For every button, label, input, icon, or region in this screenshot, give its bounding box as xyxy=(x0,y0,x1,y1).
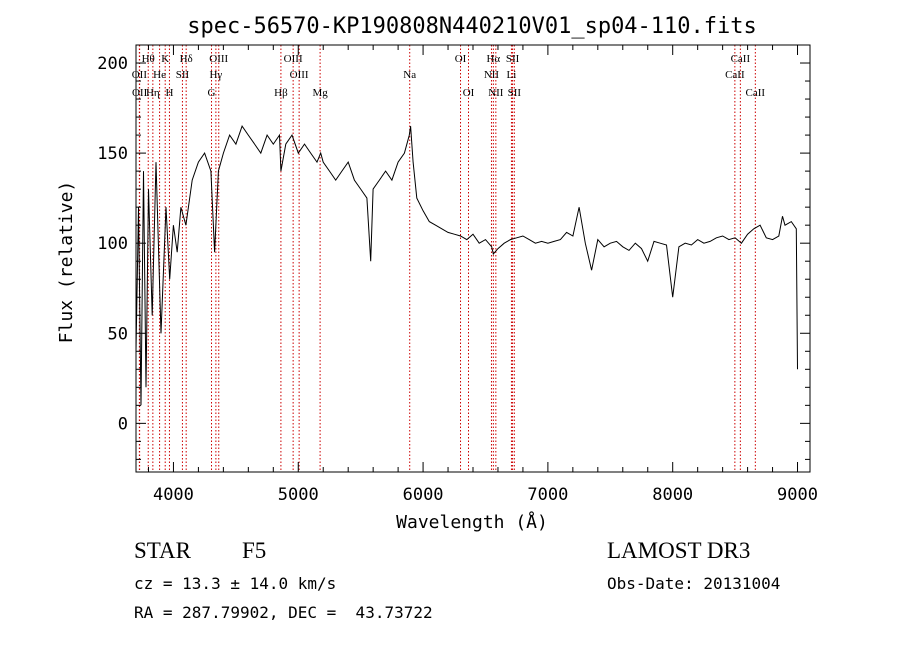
spectral-line-label: NII xyxy=(484,69,500,81)
object-class: STAR xyxy=(134,538,191,563)
y-tick-label: 150 xyxy=(97,144,128,164)
spectral-line-labels: Hθ K Hδ OIII OIII OI Hα SII CaII OII He SII Hγ OIII Na… xyxy=(132,53,766,99)
spectral-line-label: Hγ xyxy=(209,69,222,81)
spectral-line-label: Hβ xyxy=(274,87,288,99)
y-tick-label: 0 xyxy=(118,414,128,434)
spectral-line-label: OI xyxy=(463,87,475,99)
spectral-line-label: OIII xyxy=(284,53,303,65)
spectral-line-label: Hη xyxy=(146,87,160,99)
y-tick-label: 100 xyxy=(97,234,128,254)
spectral-line-label: CaII xyxy=(725,69,745,81)
spectral-line-label: SII xyxy=(508,87,522,99)
spectral-line-label: OIII xyxy=(290,69,309,81)
x-tick-label: 8000 xyxy=(652,485,693,505)
coordinates-readout: RA = 287.79902, DEC = 43.73722 xyxy=(134,603,433,622)
spectral-line-label: OI xyxy=(455,53,467,65)
survey-name: LAMOST DR3 xyxy=(607,538,751,563)
y-tick-label: 50 xyxy=(108,324,128,344)
plot-frame xyxy=(135,44,811,473)
spectral-line-label: OIII xyxy=(209,53,228,65)
axis-ticks xyxy=(136,44,810,472)
axis-tick-labels: 4000 5000 6000 7000 8000 9000 0 50 100 150 200 xyxy=(97,54,818,505)
spectral-line-label: NII xyxy=(488,87,504,99)
spectral-line-label: Hα xyxy=(486,53,500,65)
spectral-line-label: Mg xyxy=(312,87,328,99)
x-tick-label: 7000 xyxy=(527,485,568,505)
spectral-line-label: SII xyxy=(176,69,190,81)
y-axis-label: Flux (relative) xyxy=(56,181,77,344)
spectral-line-label: Hδ xyxy=(180,53,193,65)
x-axis-label: Wavelength (Å) xyxy=(396,511,548,533)
spectral-line-label: Na xyxy=(403,69,416,81)
spectrum-series-line xyxy=(135,125,798,406)
observation-date: Obs-Date: 20131004 xyxy=(607,574,781,593)
spectral-line-label: CaII xyxy=(731,53,751,65)
spectral-line-label: G xyxy=(208,87,216,99)
spectral-line-label: Hθ xyxy=(142,53,155,65)
chart-title: spec-56570-KP190808N440210V01_sp04-110.f… xyxy=(187,14,757,39)
object-subclass: F5 xyxy=(242,538,267,563)
spectral-line-markers xyxy=(138,45,756,472)
y-tick-label: 200 xyxy=(97,54,128,74)
x-tick-label: 6000 xyxy=(403,485,444,505)
spectral-line-label: H xyxy=(165,87,173,99)
spectral-line-label: K xyxy=(161,53,169,65)
x-tick-label: 9000 xyxy=(777,485,818,505)
redshift-readout: cz = 13.3 ± 14.0 km/s xyxy=(134,574,337,593)
spectral-line-label: He xyxy=(153,69,166,81)
spectral-line-label: SII xyxy=(506,53,520,65)
spectral-line-label: OII xyxy=(132,69,148,81)
x-tick-label: 4000 xyxy=(153,485,194,505)
spectral-line-label: CaII xyxy=(746,87,766,99)
spectral-line-label: Li xyxy=(507,69,517,81)
x-tick-label: 5000 xyxy=(278,485,319,505)
